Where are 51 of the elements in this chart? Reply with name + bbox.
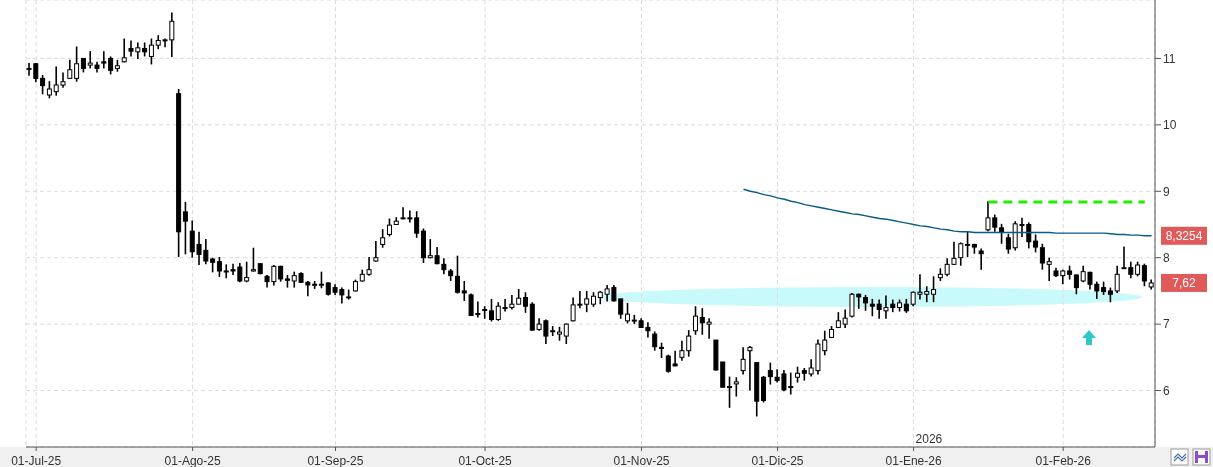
candlestick xyxy=(733,376,739,398)
candlestick xyxy=(693,305,699,336)
candlestick xyxy=(40,74,46,96)
candlestick xyxy=(563,322,569,345)
x-tick-label: 01-Jul-25 xyxy=(11,454,62,467)
candlestick xyxy=(747,345,753,392)
candlestick xyxy=(931,275,937,304)
x-tick-label: 01-Ene-26 xyxy=(885,454,942,467)
candlestick xyxy=(216,256,222,278)
candlestick xyxy=(1005,232,1011,255)
annotation: 2026 xyxy=(915,432,943,446)
candlestick xyxy=(727,375,733,409)
candlestick xyxy=(625,302,631,325)
candlestick xyxy=(380,228,386,249)
candlestick xyxy=(461,280,467,302)
candlestick xyxy=(767,361,773,386)
candlestick xyxy=(1046,256,1052,282)
y-tick-label: 9 xyxy=(1163,184,1170,199)
candlestick xyxy=(978,247,984,271)
candlestick xyxy=(182,201,188,256)
candlestick xyxy=(74,45,80,83)
candlestick xyxy=(740,346,746,376)
x-tick-label: 01-Feb-26 xyxy=(1035,454,1092,467)
candlestick xyxy=(999,223,1005,245)
y-tick-label: 10 xyxy=(1163,118,1177,133)
text: 7,62 xyxy=(1172,275,1196,290)
candlestick xyxy=(488,298,494,323)
text: 8,3254 xyxy=(1165,228,1203,243)
x-tick-label: 01-Ago-25 xyxy=(164,454,221,467)
candlestick xyxy=(1141,262,1147,288)
candlestick xyxy=(522,291,528,314)
candlestick xyxy=(1073,273,1079,296)
candlestick xyxy=(761,375,767,404)
candlestick xyxy=(101,50,107,70)
candlestick xyxy=(652,330,658,352)
candlestick xyxy=(454,254,460,295)
y-tick-label: 11 xyxy=(1163,51,1176,66)
y-tick-label: 6 xyxy=(1163,383,1170,398)
x-tick-label: 01-Nov-25 xyxy=(613,454,670,467)
candlestick xyxy=(373,240,379,263)
y-tick-label: 8 xyxy=(1163,250,1170,265)
y-tick-label: 7 xyxy=(1163,317,1170,332)
candlestick xyxy=(1114,264,1120,294)
candlestick xyxy=(250,246,256,273)
candlestick xyxy=(965,231,971,258)
x-tick-label: 01-Oct-25 xyxy=(458,454,513,467)
candlestick xyxy=(1039,242,1045,271)
x-tick-label: 01-Dic-25 xyxy=(751,454,804,467)
x-tick-label: 01-Sep-25 xyxy=(307,454,364,467)
candlestick xyxy=(958,241,964,267)
candlestick xyxy=(148,37,154,66)
